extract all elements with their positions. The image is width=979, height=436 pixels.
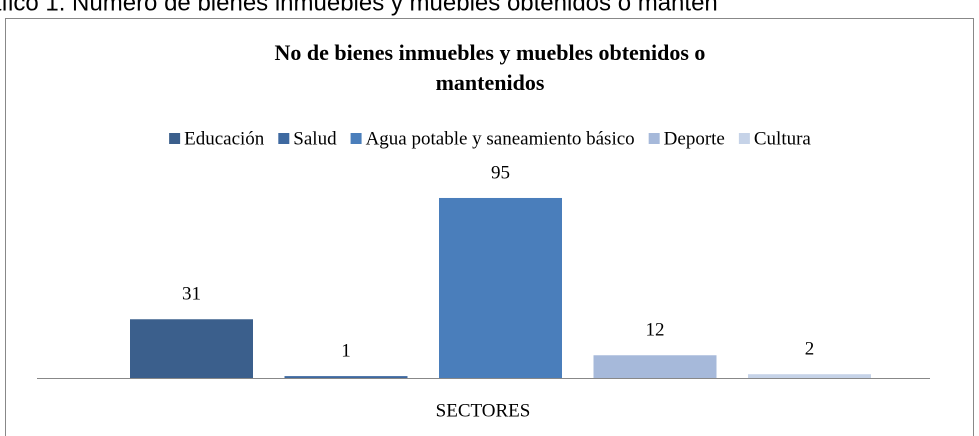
legend-swatch xyxy=(738,133,750,144)
legend-label: Salud xyxy=(293,128,337,149)
legend-label: Educación xyxy=(184,128,265,149)
legend-swatch xyxy=(350,133,362,144)
bar xyxy=(439,197,562,378)
x-axis-label: SECTORES xyxy=(436,400,531,421)
caption: áfico 1. Número de bienes inmuebles y mu… xyxy=(0,0,718,16)
bar xyxy=(593,355,717,378)
legend-label: Cultura xyxy=(754,128,812,149)
data-label: 2 xyxy=(805,339,815,360)
data-label: 1 xyxy=(341,340,351,361)
legend: Educación Salud Agua potable y saneamiento… xyxy=(169,128,811,149)
data-label: 12 xyxy=(646,320,665,341)
bar xyxy=(284,376,408,378)
data-label: 95 xyxy=(491,162,510,183)
chart-title: mantenidos xyxy=(436,70,545,95)
legend-swatch xyxy=(169,133,181,144)
legend-swatch xyxy=(648,133,660,144)
legend-swatch xyxy=(278,133,290,144)
bar xyxy=(130,319,253,378)
legend-label: Agua potable y saneamiento básico xyxy=(366,128,635,149)
chart-title: No de bienes inmuebles y muebles obtenid… xyxy=(275,40,706,65)
data-label: 31 xyxy=(182,284,201,305)
legend-label: Deporte xyxy=(664,128,725,149)
bar xyxy=(748,374,871,378)
